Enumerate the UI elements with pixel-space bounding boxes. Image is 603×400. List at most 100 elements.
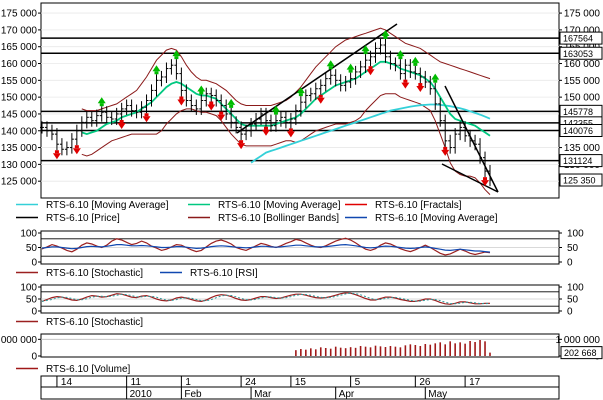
oscillator-line[interactable] [41,237,491,256]
price-bar[interactable] [59,138,64,156]
fractal-up-marker[interactable] [411,56,420,66]
legend-entry[interactable]: RTS-6.10 [RSI] [160,268,258,279]
price-bar[interactable] [40,121,44,134]
price-bar[interactable] [373,42,378,63]
price-bar[interactable] [488,165,492,187]
price-bar[interactable] [254,112,259,131]
fractal-up-marker[interactable] [271,105,280,115]
price-bar[interactable] [438,97,443,127]
price-bar[interactable] [353,65,358,85]
legend-entry[interactable]: RTS-6.10 [Stochastic] [16,317,143,328]
level-flag[interactable]: 163053 [559,46,603,60]
fractal-down-marker[interactable] [52,150,61,160]
price-bar[interactable] [154,74,159,97]
price-bar[interactable] [64,141,69,156]
volume-plot-area[interactable] [40,333,560,358]
fractal-up-marker[interactable] [396,50,405,60]
price-bar[interactable] [44,121,49,137]
legend-entry[interactable]: RTS-6.10 [Price] [16,213,120,224]
price-bar[interactable] [129,99,134,117]
price-bar[interactable] [278,111,283,127]
price-bar[interactable] [303,89,308,109]
legend-entry[interactable]: RTS-6.10 [Moving Average] [188,200,341,211]
price-bar[interactable] [458,121,463,141]
price-bar[interactable] [134,104,139,119]
legend-entry[interactable]: RTS-6.10 [Fractals] [345,200,462,211]
fractal-down-marker[interactable] [177,96,186,106]
price-bar[interactable] [104,106,109,124]
price-bar[interactable] [443,114,448,147]
price-bar[interactable] [229,107,234,129]
price-bar[interactable] [234,116,239,134]
fractal-up-marker[interactable] [172,50,181,60]
fractal-down-marker[interactable] [366,66,375,76]
price-bar[interactable] [174,59,179,80]
price-bar[interactable] [239,121,244,141]
price-bar[interactable] [368,50,373,67]
moving-average-slow-line[interactable] [250,103,491,164]
legend-entry[interactable]: RTS-6.10 [Moving Average] [345,213,498,224]
trend-line-up[interactable] [236,23,398,134]
price-bar[interactable] [114,107,119,126]
price-bar[interactable] [204,87,209,107]
price-bar[interactable] [109,111,114,126]
fractal-up-marker[interactable] [361,45,370,55]
trend-line-down-lower[interactable] [441,163,499,193]
price-bar[interactable] [74,124,79,146]
price-bar[interactable] [189,94,194,112]
fractal-up-marker[interactable] [152,65,161,75]
price-bar[interactable] [268,114,273,132]
price-bar[interactable] [323,72,328,92]
price-bar[interactable] [428,75,433,95]
price-bar[interactable] [224,99,229,120]
price-bar[interactable] [94,109,99,127]
price-bar[interactable] [54,128,59,151]
price-bar[interactable] [338,74,343,92]
price-bar[interactable] [144,94,149,114]
price-bar[interactable] [184,84,189,107]
price-bar[interactable] [119,102,124,120]
price-bar[interactable] [273,114,278,132]
fractal-down-marker[interactable] [237,140,246,150]
fractal-down-marker[interactable] [262,126,270,136]
fractal-down-marker[interactable] [117,120,126,129]
price-bar[interactable] [413,65,418,80]
price-bar[interactable] [378,38,383,55]
price-bar[interactable] [69,133,74,154]
price-bar[interactable] [328,69,333,85]
price-bar[interactable] [348,72,353,89]
price-bar[interactable] [249,117,254,137]
price-bar[interactable] [264,107,268,127]
price-bar[interactable] [483,151,488,178]
fractal-up-marker[interactable] [346,63,355,73]
price-bar[interactable] [388,50,393,70]
price-bar[interactable] [49,124,54,141]
price-bar[interactable] [79,116,84,137]
price-bar[interactable] [448,134,453,154]
trend-line-down-upper[interactable] [444,85,499,193]
price-bar[interactable] [308,87,313,102]
fractal-up-marker[interactable] [197,85,206,95]
fractal-up-marker[interactable] [326,60,335,70]
fractal-down-marker[interactable] [217,111,226,121]
level-flag[interactable]: 140076 [559,124,603,138]
price-bar[interactable] [99,106,104,122]
price-bar[interactable] [333,69,338,87]
price-bar[interactable] [283,111,288,129]
price-bar[interactable] [164,62,169,84]
fractal-down-marker[interactable] [481,177,490,187]
legend-entry[interactable]: RTS-6.10 [Moving Average] [16,200,169,211]
fractal-up-marker[interactable] [296,87,305,97]
price-bar[interactable] [259,107,264,126]
price-bar[interactable] [313,82,318,100]
price-bar[interactable] [298,96,303,117]
price-bar[interactable] [468,129,473,147]
price-bar[interactable] [423,70,428,89]
fractal-down-marker[interactable] [416,83,425,93]
legend-entry[interactable]: RTS-6.10 [Bollinger Bands] [188,213,339,224]
stochastic-signal-line[interactable] [41,292,491,305]
price-bar[interactable] [214,89,219,107]
level-flag[interactable]: 131124 [559,154,603,168]
fractal-down-marker[interactable] [207,101,216,111]
last-price-flag[interactable]: 125 350 [559,173,603,187]
